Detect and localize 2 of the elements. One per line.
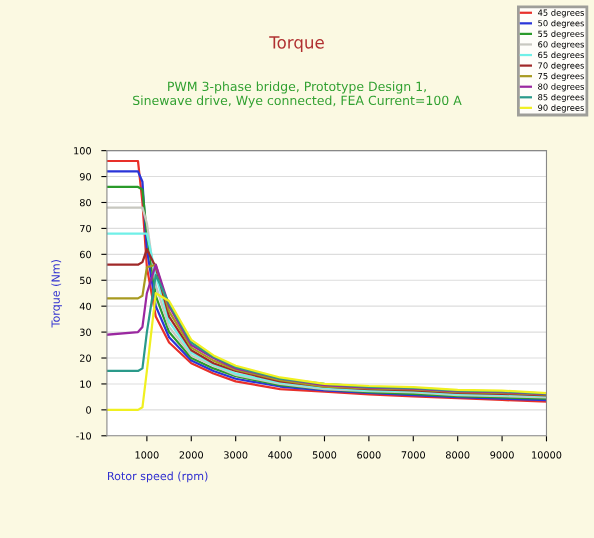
line-series (106, 292, 547, 411)
chart-title: Torque (269, 36, 324, 52)
